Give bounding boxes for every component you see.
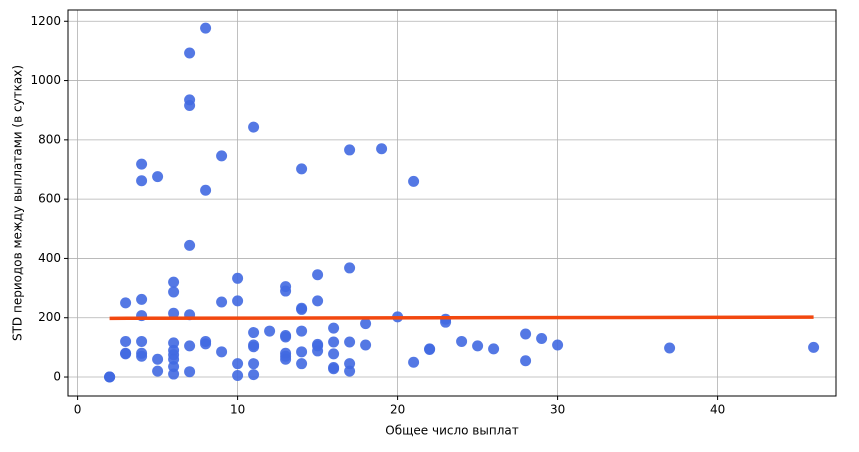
point [328,336,340,348]
point [168,368,180,380]
point [408,356,420,368]
point [200,22,212,34]
point [344,365,356,377]
point [136,175,148,187]
point [184,239,196,251]
point [456,335,468,347]
x-axis-label: Общее число выплат [385,424,518,438]
point [296,163,308,175]
point [360,318,372,330]
point [376,143,388,155]
point [136,158,148,170]
trend-line [109,315,814,321]
point [280,331,292,343]
point [200,184,212,196]
x-tick-label: 0 [74,403,82,417]
point [360,339,372,351]
point [488,343,500,355]
point [312,345,324,357]
point [120,348,132,360]
point [520,355,532,367]
point [120,335,132,347]
point [216,150,228,162]
point [232,272,244,284]
point [184,340,196,352]
y-tick-label: 800 [38,132,61,146]
point [248,327,260,339]
x-tick-label: 10 [230,403,245,417]
y-tick-label: 400 [38,251,61,265]
point [152,365,164,377]
point [248,121,260,133]
x-tick-label: 30 [550,403,565,417]
point [296,358,308,370]
point [296,325,308,337]
point [184,99,196,111]
y-tick-label: 0 [53,370,61,384]
point [808,341,820,353]
point [552,339,564,351]
point [280,285,292,297]
point [104,371,116,383]
point [152,171,164,183]
point [280,353,292,365]
point [216,296,228,308]
y-tick-label: 1200 [30,14,61,28]
point [344,144,356,156]
point [184,366,196,378]
point [232,295,244,307]
point [328,363,340,375]
point [344,336,356,348]
point [136,335,148,347]
point [152,353,164,365]
point [424,343,436,355]
point [248,369,260,381]
point [264,325,276,337]
point [344,262,356,274]
point [120,297,132,309]
y-tick-label: 600 [38,192,61,206]
point [408,175,420,187]
point [136,350,148,362]
y-tick-label: 200 [38,310,61,324]
point [536,332,548,344]
point [296,346,308,358]
point [168,307,180,319]
point [232,358,244,370]
point [184,47,196,59]
y-tick-label: 1000 [30,73,61,87]
x-tick-label: 40 [710,403,725,417]
point [248,341,260,353]
point [312,269,324,281]
point [232,370,244,382]
point [168,276,180,288]
point [312,295,324,307]
point [200,338,212,350]
point [248,358,260,370]
point [664,342,676,354]
point [136,293,148,305]
point [296,303,308,315]
plot-frame [67,9,837,397]
x-tick-label: 20 [390,403,405,417]
point [216,346,228,358]
point [328,348,340,360]
point [472,340,484,352]
point [520,328,532,340]
y-axis-label: STD периодов между выплатами (в сутках) [11,65,25,341]
point [328,322,340,334]
point [168,286,180,298]
